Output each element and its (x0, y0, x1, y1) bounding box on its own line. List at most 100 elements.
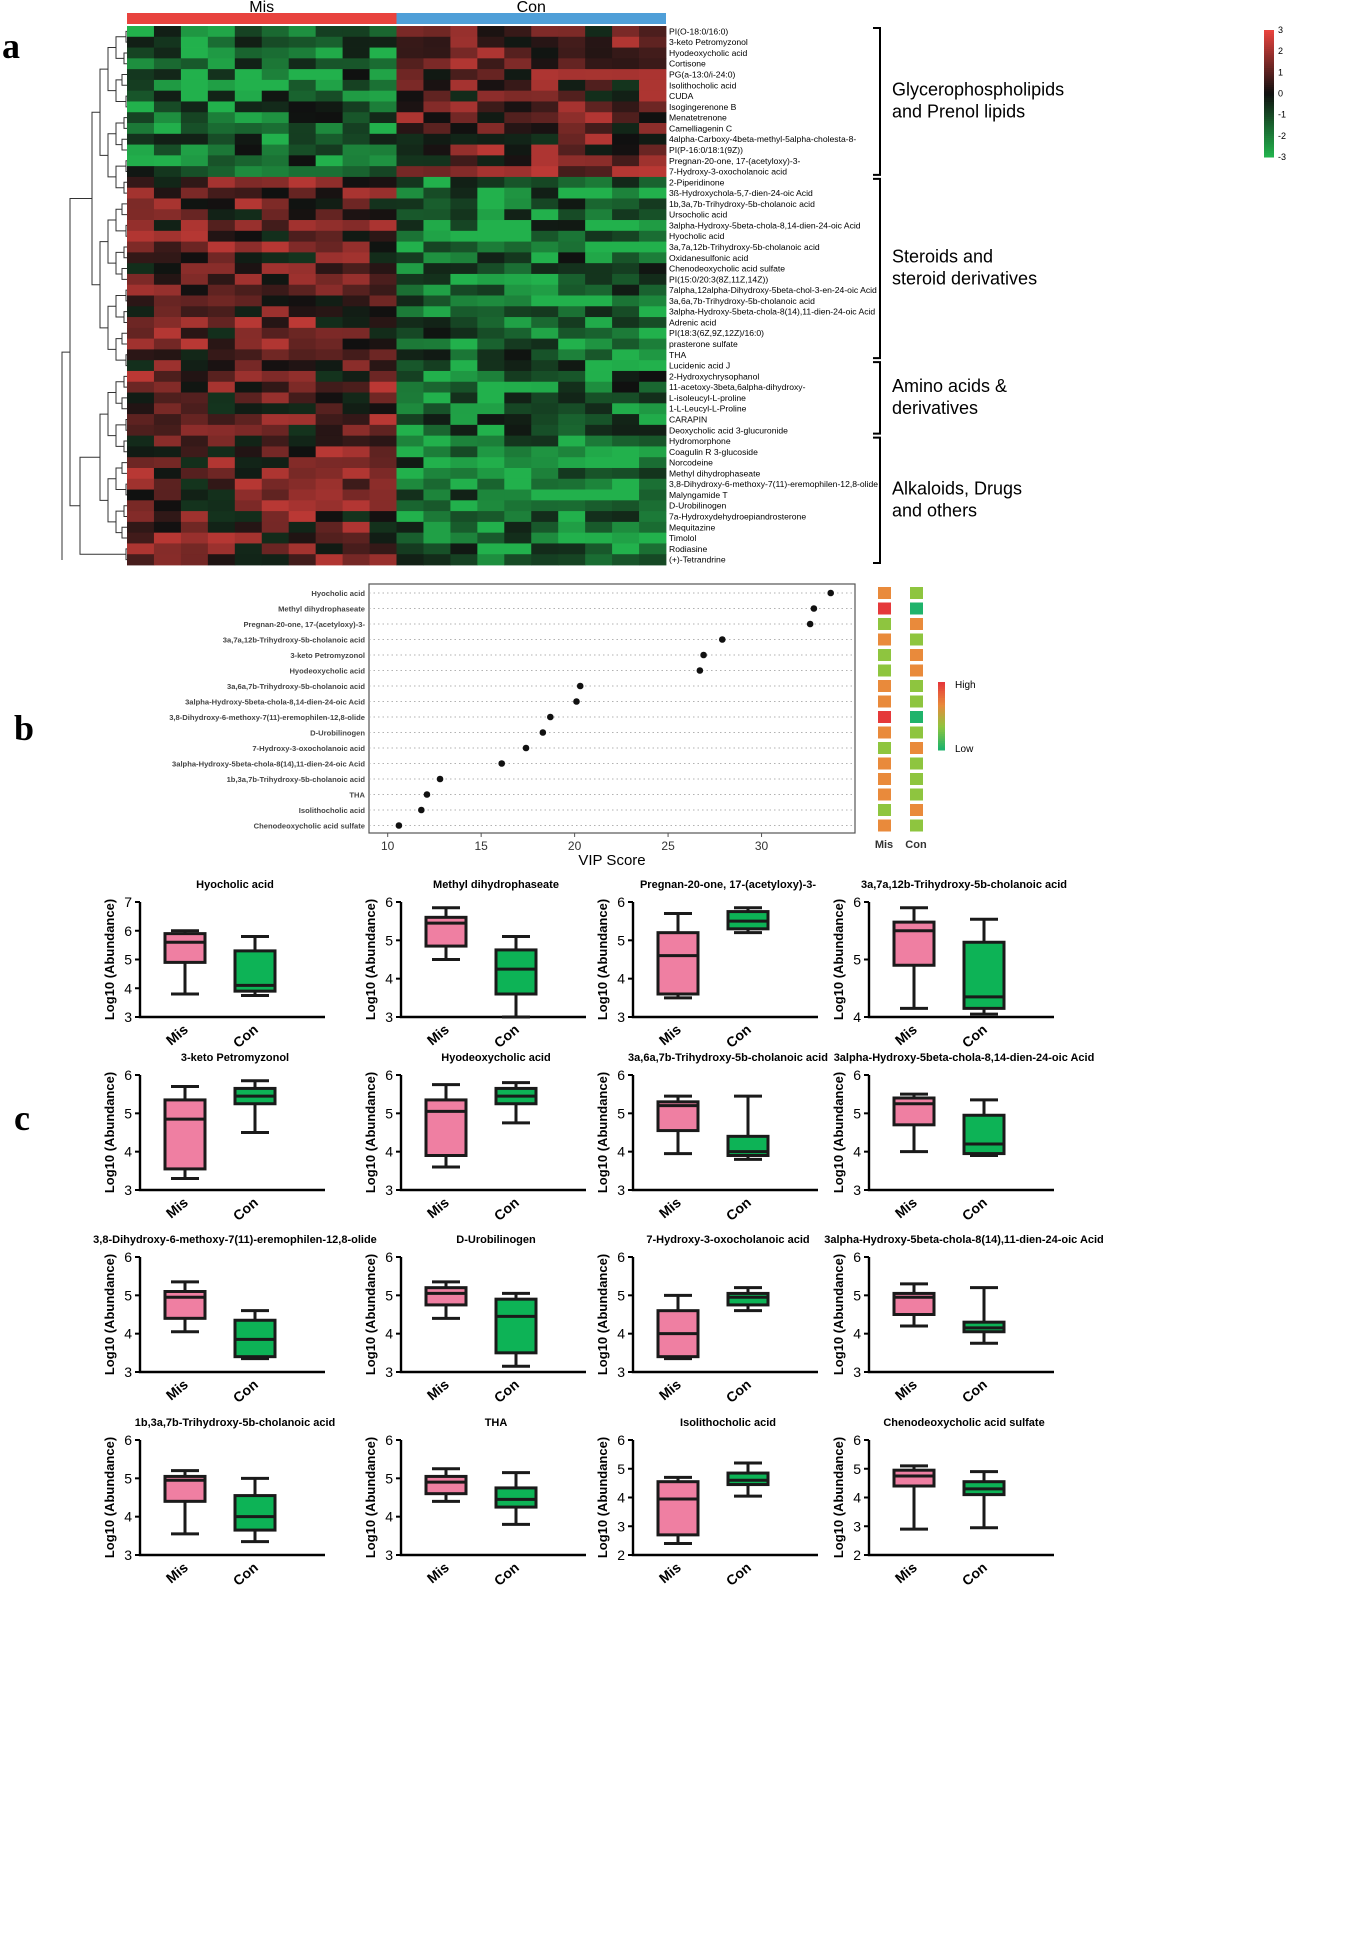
boxplot: 3a,6a,7b-Trihydroxy-5b-cholanoic acid 3 4 5… (595, 1052, 828, 1224)
heatmap-cell (423, 435, 451, 447)
heatmap-cell (612, 133, 640, 145)
vip-point (718, 636, 726, 643)
heatmap-cell (342, 198, 370, 210)
heatmap-cell (423, 295, 451, 307)
heatmap-cell (450, 295, 478, 307)
color-scale-step (1264, 137, 1274, 141)
heatmap-cell (207, 273, 236, 286)
vip-heat-con (910, 664, 923, 677)
vip-x-axis-label: VIP Score (578, 852, 645, 869)
box-category-label: Mis (656, 1194, 684, 1221)
heatmap-cell (585, 144, 613, 156)
heatmap-cell (369, 187, 397, 199)
heatmap-cell (288, 133, 317, 145)
heatmap-cell (585, 155, 613, 167)
boxplot-title: Hyodeoxycholic acid (441, 1052, 550, 1064)
color-scale-tick: -2 (1278, 131, 1286, 141)
box-mis (424, 1083, 468, 1169)
heatmap-cell (504, 489, 532, 501)
heatmap-cell (315, 457, 343, 469)
heatmap-cell (558, 489, 586, 501)
box-body (892, 1468, 936, 1488)
heatmap-cell (396, 69, 424, 81)
vip-item-label: Chenodeoxycholic acid sulfate (254, 822, 365, 831)
heatmap-cell (639, 198, 667, 210)
heatmap-cell (531, 295, 559, 307)
box-con (494, 1081, 538, 1125)
vip-heat-mis (878, 711, 891, 723)
heatmap-cell (207, 467, 236, 480)
heatmap-cell (369, 112, 397, 124)
heatmap-cell (342, 133, 370, 145)
box-con (726, 1461, 770, 1498)
heatmap-row-label: 3alpha-Hydroxy-5beta-chola-8,14-dien-24-… (669, 220, 861, 230)
heatmap-cell (369, 435, 397, 447)
boxplot-y-tick-label: 5 (617, 1287, 625, 1303)
heatmap-cell (612, 381, 640, 393)
heatmap-cell (639, 295, 667, 307)
heatmap-cell (423, 101, 451, 113)
heatmap-cell (531, 69, 559, 81)
vip-item-label: 3a,7a,12b-Trihydroxy-5b-cholanoic acid (223, 636, 366, 645)
heatmap-cell (423, 478, 451, 490)
box-body (656, 1480, 700, 1537)
dendrogram-branch (125, 95, 127, 108)
heatmap-cell (558, 360, 586, 372)
heatmap-cell (585, 230, 613, 242)
heatmap-cell (504, 36, 532, 48)
heatmap-cell (612, 198, 640, 210)
boxplot: 1b,3a,7b-Trihydroxy-5b-cholanoic acid 3 4 5… (102, 1417, 335, 1589)
heatmap-cell (207, 79, 236, 92)
heatmap-cell (180, 101, 209, 113)
heatmap-cell (531, 90, 559, 102)
vip-legend-step (938, 695, 945, 699)
heatmap-cell (531, 327, 559, 340)
color-scale-step (1264, 148, 1274, 152)
heatmap-cell (153, 155, 182, 167)
heatmap-cell (612, 360, 640, 372)
color-scale-step (1264, 104, 1274, 107)
heatmap-cell (127, 263, 155, 275)
vip-heat-con (910, 788, 923, 801)
vip-panel: Hyocholic acid Methyl dihydrophaseate Preg… (169, 583, 976, 869)
boxplot-y-tick-label: 5 (385, 1470, 393, 1486)
heatmap-cell (504, 424, 532, 437)
heatmap-cell (234, 467, 263, 480)
vip-item-label: Hyodeoxycholic acid (289, 667, 365, 676)
heatmap-cell (234, 317, 263, 329)
vip-heat-mis (878, 757, 891, 770)
heatmap-cell (639, 176, 667, 189)
dendrogram-branch (121, 203, 127, 216)
color-scale-step (1264, 118, 1274, 122)
box-category-label: Mis (424, 1194, 452, 1221)
dendrogram-branch (61, 351, 70, 560)
dendrogram-branch (125, 548, 127, 561)
box-category-label: Con (491, 1559, 522, 1589)
vip-heat-con (910, 726, 923, 739)
heatmap-cell (207, 360, 236, 372)
heatmap-cell (612, 424, 640, 437)
heatmap-cell (369, 403, 397, 415)
heatmap-cell (504, 338, 532, 350)
heatmap-cell (531, 187, 559, 199)
heatmap-cell (450, 112, 478, 124)
heatmap-cell (396, 220, 424, 232)
vip-legend-step (938, 743, 945, 746)
heatmap-cell (369, 457, 397, 469)
color-scale-step (1264, 152, 1274, 156)
box-con (962, 1286, 1006, 1345)
heatmap-cell (504, 133, 532, 145)
heatmap-cell (369, 338, 397, 350)
heatmap-cell (585, 349, 613, 361)
heatmap-cell (261, 392, 290, 404)
heatmap-cell (153, 220, 182, 232)
heatmap-cell (423, 392, 451, 404)
boxplot-y-tick-label: 4 (617, 971, 625, 987)
color-scale-step (1264, 57, 1274, 61)
heatmap-cell (153, 338, 182, 350)
heatmap-cell (234, 47, 263, 59)
heatmap-cell (423, 26, 451, 38)
vip-heat-mis (878, 788, 891, 801)
boxplot-y-tick-label: 6 (124, 1067, 132, 1083)
heatmap-cell (477, 101, 505, 113)
